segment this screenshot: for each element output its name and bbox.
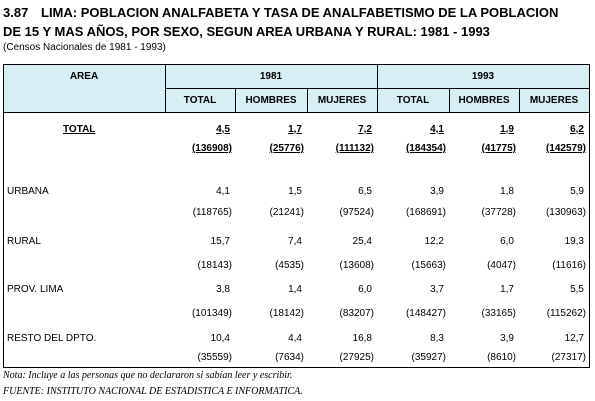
- column-header: HOMBRES: [245, 95, 297, 106]
- count-cell: (13608): [339, 260, 374, 271]
- rate-cell: 3,7: [430, 284, 444, 295]
- column-header: MUJERES: [317, 95, 367, 106]
- count-cell: (130963): [545, 207, 586, 218]
- count-cell: (35927): [411, 352, 446, 363]
- rate-cell: 6,0: [358, 284, 372, 295]
- count-cell: (4047): [487, 260, 516, 271]
- rate-cell: 19,3: [564, 236, 584, 247]
- count-cell: (18143): [197, 260, 232, 271]
- count-cell: (21241): [269, 207, 304, 218]
- count-cell: (101349): [191, 308, 232, 319]
- row-label: TOTAL: [63, 124, 96, 135]
- rate-cell: 6,2: [570, 124, 584, 135]
- count-cell: (7634): [275, 352, 304, 363]
- rate-cell: 1,8: [500, 186, 514, 197]
- count-cell: (15663): [411, 260, 446, 271]
- rule: [307, 88, 308, 112]
- rule: [377, 64, 378, 112]
- rule: [449, 88, 450, 112]
- count-cell: (4535): [275, 260, 304, 271]
- count-cell: (83207): [339, 308, 374, 319]
- table-number: 3.87: [3, 5, 29, 20]
- rule: [3, 64, 4, 368]
- rate-cell: 6,5: [358, 186, 372, 197]
- rate-cell: 1,5: [288, 186, 302, 197]
- rate-cell: 4,1: [216, 186, 230, 197]
- count-cell: (118765): [192, 207, 232, 218]
- title: DE 15 Y MAS AÑOS, POR SEXO, SEGUN AREA U…: [3, 24, 490, 39]
- column-header: MUJERES: [529, 95, 579, 106]
- rule: [519, 88, 520, 112]
- subtitle: (Censos Nacionales de 1981 - 1993): [3, 42, 166, 53]
- column-header: TOTAL: [183, 95, 217, 106]
- count-cell: (35559): [197, 352, 232, 363]
- source: FUENTE: INSTITUTO NACIONAL DE ESTADISTIC…: [3, 386, 303, 397]
- rate-cell: 4,5: [216, 124, 230, 135]
- rate-cell: 3,9: [430, 186, 444, 197]
- count-cell: (136908): [191, 143, 232, 154]
- count-cell: (11616): [552, 260, 586, 271]
- rule: [3, 112, 590, 113]
- rate-cell: 12,2: [424, 236, 444, 247]
- count-cell: (18142): [269, 308, 304, 319]
- rate-cell: 10,4: [210, 333, 230, 344]
- column-header: HOMBRES: [458, 95, 510, 106]
- year-header: 1981: [259, 71, 283, 82]
- row-label: URBANA: [7, 186, 49, 197]
- count-cell: (184354): [405, 143, 446, 154]
- count-cell: (111132): [335, 143, 374, 154]
- count-cell: (115262): [546, 308, 586, 319]
- rate-cell: 1,7: [500, 284, 514, 295]
- rule: [3, 367, 590, 368]
- row-label: RESTO DEL DPTO.: [7, 333, 97, 344]
- area-header: AREA: [69, 71, 99, 82]
- rate-cell: 1,4: [288, 284, 302, 295]
- rate-cell: 3,8: [216, 284, 230, 295]
- rule: [235, 88, 236, 112]
- rate-cell: 3,9: [500, 333, 514, 344]
- rate-cell: 4,1: [430, 124, 444, 135]
- rule: [589, 64, 590, 368]
- year-header: 1993: [471, 71, 495, 82]
- rate-cell: 1,9: [500, 124, 514, 135]
- rate-cell: 12,7: [564, 333, 584, 344]
- row-label: PROV. LIMA: [7, 284, 64, 295]
- count-cell: (37728): [481, 207, 516, 218]
- rule: [165, 64, 166, 112]
- rate-cell: 4,4: [288, 333, 302, 344]
- count-cell: (25776): [269, 143, 304, 154]
- note: Nota: Incluye a las personas que no decl…: [3, 370, 293, 381]
- rule: [3, 64, 590, 65]
- count-cell: (27925): [339, 352, 374, 363]
- count-cell: (142579): [545, 143, 586, 154]
- rate-cell: 5,5: [570, 284, 584, 295]
- rate-cell: 7,4: [288, 236, 302, 247]
- column-header: TOTAL: [396, 95, 430, 106]
- title: LIMA: POBLACION ANALFABETA Y TASA DE ANA…: [41, 5, 559, 20]
- count-cell: (41775): [481, 143, 516, 154]
- rate-cell: 16,8: [352, 333, 372, 344]
- count-cell: (8610): [487, 352, 516, 363]
- count-cell: (97524): [339, 207, 374, 218]
- rate-cell: 5,9: [570, 186, 584, 197]
- rate-cell: 7,2: [358, 124, 372, 135]
- row-label: RURAL: [7, 236, 41, 247]
- count-cell: (33165): [481, 308, 516, 319]
- rate-cell: 15,7: [210, 236, 230, 247]
- count-cell: (168691): [405, 207, 446, 218]
- rate-cell: 8,3: [430, 333, 444, 344]
- rate-cell: 25,4: [352, 236, 372, 247]
- rate-cell: 1,7: [288, 124, 302, 135]
- rate-cell: 6,0: [500, 236, 514, 247]
- count-cell: (148427): [405, 308, 446, 319]
- count-cell: (27317): [551, 352, 586, 363]
